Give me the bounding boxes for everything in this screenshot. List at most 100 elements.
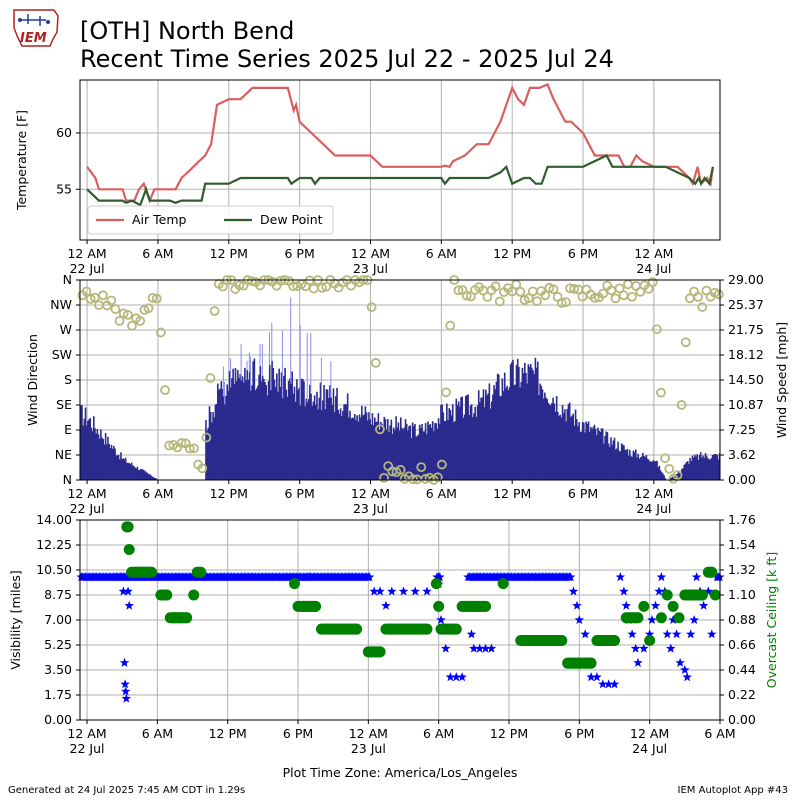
vis-xtick-label: 6 AM bbox=[142, 726, 173, 741]
wind-speed-bar bbox=[557, 411, 559, 480]
wind-direction-marker bbox=[189, 443, 199, 454]
wind-speed-bar bbox=[597, 427, 599, 480]
wind-speed-bar bbox=[518, 366, 520, 480]
wind-speed-bar bbox=[209, 412, 212, 480]
wind-speed-bar bbox=[374, 417, 376, 480]
wind-gust-bar bbox=[259, 343, 261, 367]
wind-speed-bar bbox=[344, 403, 347, 480]
wind-speed-bar bbox=[627, 455, 630, 480]
temp-xtick-label: 6 PM bbox=[568, 246, 598, 261]
wind-speed-bar bbox=[214, 404, 217, 480]
wind-speed-bar bbox=[499, 395, 501, 480]
wind-direction-marker bbox=[689, 286, 699, 297]
wind-speed-bar bbox=[376, 421, 378, 480]
visibility-marker bbox=[586, 672, 596, 682]
wind-speed-bar bbox=[631, 456, 634, 480]
wind-speed-bar bbox=[657, 467, 660, 480]
wind-speed-bar bbox=[554, 411, 557, 480]
wind-speed-bar bbox=[663, 475, 665, 480]
wind-speed-bar bbox=[488, 383, 491, 480]
wind-speed-bar bbox=[279, 387, 282, 480]
wind-speed-bar bbox=[613, 437, 616, 480]
visibility-marker bbox=[691, 572, 702, 582]
wind-speed-bar bbox=[460, 397, 462, 480]
wind-speed-bar bbox=[604, 435, 606, 480]
ceiling-ytick-label: 0.00 bbox=[728, 712, 756, 727]
wind-speed-bar bbox=[423, 431, 426, 480]
wind-speed-bar bbox=[257, 385, 259, 480]
wind-speed-bar bbox=[450, 415, 453, 480]
wind-speed-bar bbox=[83, 418, 86, 480]
wind-speed-bar bbox=[607, 443, 610, 480]
visibility-marker bbox=[644, 629, 655, 639]
dew-point-line bbox=[86, 154, 714, 207]
wind-speed-bar bbox=[640, 456, 643, 480]
wind-speed-tick-label: 29.00 bbox=[728, 272, 764, 287]
wind-speed-bar bbox=[596, 435, 598, 480]
wind-speed-bar bbox=[495, 381, 498, 480]
wind-speed-bar bbox=[409, 425, 412, 480]
wind-speed-bar bbox=[96, 429, 99, 480]
wind-speed-tick-label: 7.25 bbox=[728, 422, 756, 437]
wind-speed-bar bbox=[137, 470, 140, 480]
wind-speed-bar bbox=[421, 423, 423, 480]
wind-direction-marker bbox=[379, 472, 389, 483]
visibility-marker bbox=[656, 572, 667, 582]
wind-speed-bar bbox=[539, 383, 541, 480]
wind-speed-bar bbox=[424, 423, 427, 480]
vis-date-label: 24 Jul bbox=[632, 741, 667, 756]
wind-speed-bar bbox=[107, 436, 109, 480]
temp-xtick-label: 12 AM bbox=[67, 246, 106, 261]
wind-speed-bar bbox=[351, 417, 354, 480]
wind-speed-bar bbox=[416, 435, 419, 480]
ceiling-marker bbox=[667, 600, 679, 612]
wind-speed-bar bbox=[701, 457, 703, 480]
wind-speed-bar bbox=[404, 419, 407, 480]
wind-speed-bar bbox=[656, 460, 658, 480]
wind-gust-bar bbox=[248, 352, 250, 373]
visibility-marker bbox=[630, 643, 641, 653]
wind-direction-marker bbox=[416, 462, 427, 473]
wind-speed-bar bbox=[541, 389, 544, 480]
wind-dir-tick-label: NW bbox=[50, 297, 72, 312]
ceiling-ytick-label: 0.22 bbox=[728, 687, 756, 702]
vis-frame bbox=[79, 519, 721, 721]
wind-speed-bar bbox=[653, 461, 656, 480]
wind-speed-bar bbox=[453, 422, 455, 480]
wind-speed-bar bbox=[133, 466, 135, 480]
wind-xtick-label: 12 AM bbox=[634, 486, 673, 501]
wind-speed-bar bbox=[272, 368, 275, 480]
wind-speed-bar bbox=[581, 422, 584, 480]
wind-gust-bar bbox=[290, 297, 292, 384]
wind-xtick-label: 6 AM bbox=[142, 486, 173, 501]
wind-speed-bar bbox=[297, 389, 299, 480]
wind-speed-bar bbox=[678, 472, 681, 480]
visibility-marker bbox=[580, 629, 590, 639]
wind-speed-bar bbox=[219, 388, 221, 480]
visibility-marker bbox=[671, 629, 682, 639]
wind-speed-bar bbox=[207, 427, 210, 480]
wind-speed-bar bbox=[618, 450, 621, 480]
wind-speed-bar bbox=[651, 461, 654, 480]
wind-speed-bar bbox=[531, 367, 533, 480]
wind-speed-bar bbox=[218, 389, 220, 480]
wind-speed-bar bbox=[559, 414, 562, 480]
wind-speed-bar bbox=[216, 383, 219, 480]
wind-speed-bar bbox=[398, 430, 401, 480]
wind-dir-tick-label: N bbox=[63, 272, 72, 287]
visibility-marker bbox=[381, 600, 391, 610]
wind-direction-marker bbox=[660, 453, 670, 464]
vis-ytick-label: 10.50 bbox=[36, 562, 72, 577]
wind-speed-bar bbox=[547, 402, 550, 480]
wind-speed-bar bbox=[241, 376, 244, 480]
wind-speed-bar bbox=[325, 389, 328, 480]
wind-speed-bar bbox=[122, 458, 125, 480]
wind-speed-bar bbox=[590, 426, 592, 480]
wind-direction-marker bbox=[672, 470, 683, 481]
vis-ytick-label: 12.25 bbox=[36, 537, 72, 552]
wind-speed-bar bbox=[605, 431, 608, 480]
wind-speed-bar bbox=[383, 416, 386, 480]
wind-speed-bar bbox=[85, 425, 88, 480]
wind-speed-bar bbox=[510, 362, 513, 480]
wind-speed-bar bbox=[343, 404, 345, 480]
